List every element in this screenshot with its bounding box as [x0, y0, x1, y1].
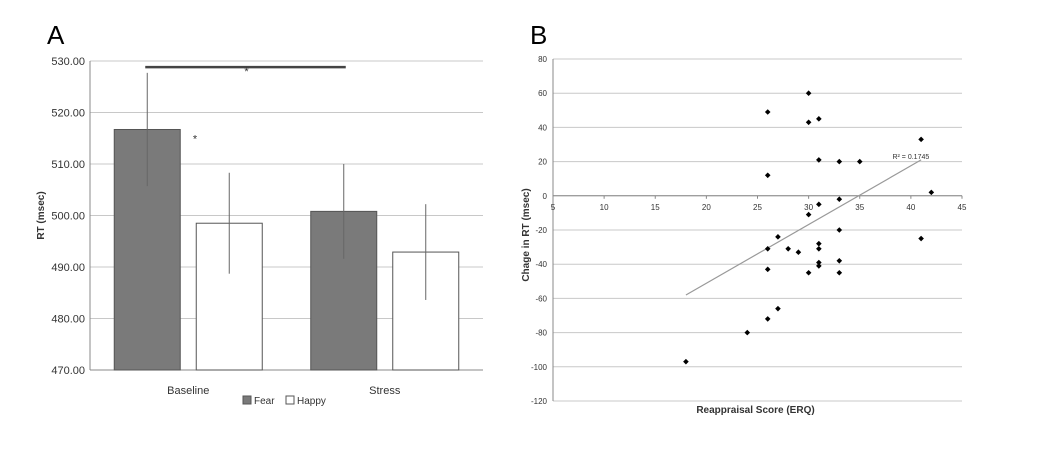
x-axis-label: Reappraisal Score (ERQ)	[696, 405, 814, 416]
data-point	[805, 119, 812, 126]
data-point	[836, 196, 843, 203]
y-tick-label: 480.00	[51, 314, 85, 326]
y-tick-label: 510.00	[51, 159, 85, 171]
legend-label: Happy	[297, 396, 326, 407]
y-tick-label: -100	[531, 363, 548, 372]
x-tick-label: 30	[804, 203, 813, 212]
trendline	[685, 159, 922, 296]
x-tick-label: 20	[702, 203, 711, 212]
data-point	[816, 201, 822, 208]
y-tick-label: -120	[531, 397, 548, 406]
data-point	[928, 189, 935, 196]
y-tick-label: 530.00	[51, 56, 85, 68]
legend-label: Fear	[254, 396, 275, 407]
y-axis-label: Chage in RT (msec)	[521, 188, 532, 281]
data-point	[816, 246, 822, 252]
data-point	[836, 269, 843, 276]
data-point	[795, 249, 802, 256]
data-point	[805, 211, 812, 218]
x-tick-label: 25	[753, 203, 762, 212]
data-point	[816, 259, 822, 266]
y-tick-label: -40	[535, 260, 547, 269]
panel-b-label: B	[530, 20, 548, 50]
y-tick-label: 520.00	[51, 108, 85, 120]
y-axis-label: RT (msec)	[36, 191, 47, 239]
x-tick-label: 15	[651, 203, 660, 212]
data-point	[744, 329, 751, 336]
data-point	[816, 263, 822, 269]
y-tick-label: 20	[538, 158, 547, 167]
y-tick-label: 500.00	[51, 211, 85, 223]
y-tick-label: 40	[538, 123, 547, 132]
data-point	[856, 158, 863, 165]
data-point	[764, 246, 771, 252]
x-tick-label: Stress	[369, 385, 401, 397]
x-tick-label: 40	[906, 203, 915, 212]
data-point	[816, 157, 822, 163]
panel-a-label: A	[47, 20, 65, 50]
y-tick-label: 470.00	[51, 365, 85, 377]
significance-star: *	[244, 66, 249, 78]
x-tick-label: 35	[855, 203, 864, 212]
data-point	[764, 172, 771, 179]
x-tick-label: 10	[600, 203, 609, 212]
data-point	[836, 257, 843, 264]
data-point	[764, 109, 771, 115]
r-squared-label: R² = 0.1745	[892, 154, 929, 161]
y-tick-label: -20	[535, 226, 547, 235]
data-point	[836, 158, 843, 165]
y-tick-label: -80	[535, 329, 547, 338]
y-tick-label: 490.00	[51, 262, 85, 274]
data-point	[785, 246, 791, 252]
legend-swatch-fear	[242, 395, 252, 405]
data-point	[775, 305, 781, 312]
data-point	[775, 234, 781, 240]
x-tick-label: Baseline	[167, 385, 209, 397]
significance-star: *	[193, 133, 198, 145]
data-point	[764, 266, 771, 273]
data-point	[836, 227, 843, 233]
data-point	[683, 358, 689, 365]
data-point	[805, 269, 812, 276]
data-point	[816, 116, 822, 122]
data-point	[918, 136, 924, 143]
data-point	[805, 90, 812, 96]
data-point	[918, 235, 924, 242]
y-tick-label: -60	[535, 294, 547, 303]
y-tick-label: 0	[543, 192, 548, 201]
data-point	[764, 316, 771, 322]
x-tick-label: 45	[958, 203, 967, 212]
x-tick-label: 5	[551, 203, 556, 212]
y-tick-label: 60	[538, 89, 547, 98]
data-point	[816, 240, 822, 247]
legend-swatch-happy	[285, 395, 295, 405]
y-tick-label: 80	[538, 55, 547, 64]
